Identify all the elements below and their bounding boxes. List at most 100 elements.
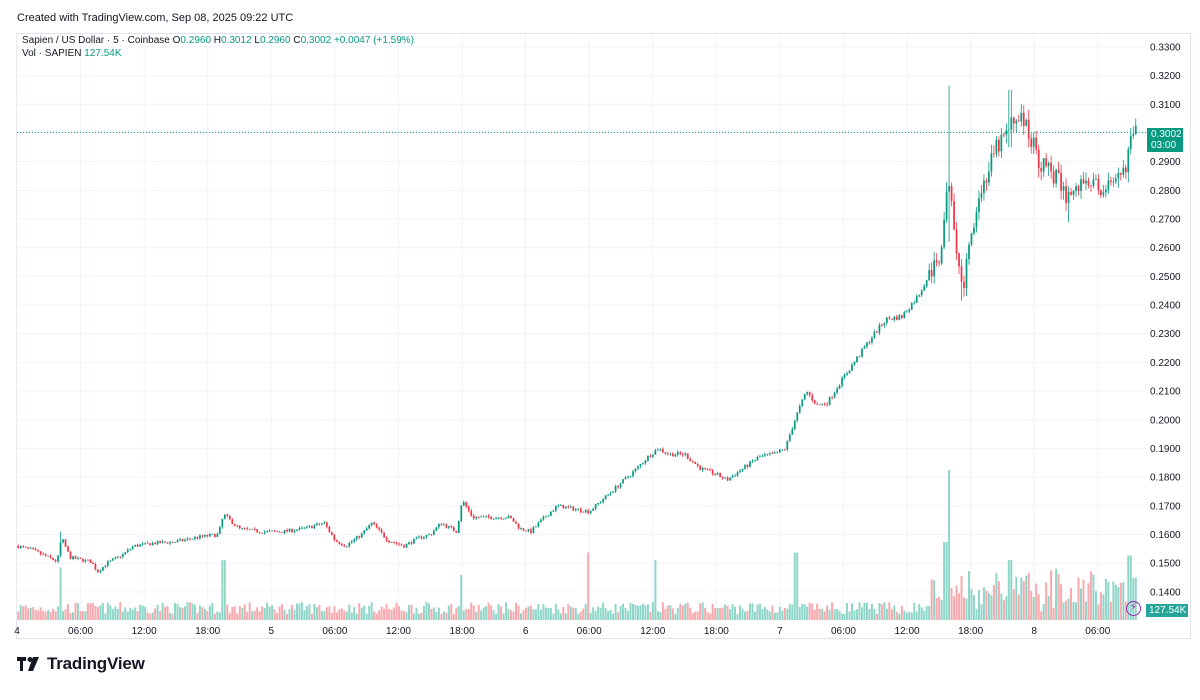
candle-body: [1095, 178, 1097, 180]
candle-body: [47, 555, 49, 557]
volume-bar: [218, 612, 221, 620]
candle-body: [545, 516, 547, 518]
candle-body: [866, 342, 868, 347]
candle-body: [1134, 125, 1137, 135]
volume-bar: [96, 607, 99, 620]
volume-bar: [325, 607, 328, 620]
candle-body: [89, 559, 92, 563]
candle-body: [425, 535, 428, 538]
candle-body: [761, 455, 764, 457]
volume-bar: [1020, 577, 1023, 620]
candle-body: [218, 527, 221, 534]
time-tick-label: 12:00: [132, 626, 157, 637]
lightning-icon[interactable]: ⚡: [1126, 601, 1141, 616]
volume-bar: [1067, 598, 1070, 620]
candle-body: [990, 153, 993, 172]
candle-body: [460, 505, 463, 521]
candle-body: [764, 454, 766, 456]
volume-bar: [1065, 600, 1068, 620]
volume-bar: [1072, 601, 1075, 620]
volume-bar: [154, 608, 157, 620]
candle-body: [848, 370, 851, 374]
volume-bar: [447, 605, 450, 620]
candle-body: [694, 461, 697, 465]
volume-bar: [1122, 582, 1125, 620]
volume-bar: [1129, 555, 1132, 620]
candle-body: [119, 556, 122, 558]
volume-bar: [791, 604, 794, 620]
volume-bar: [641, 603, 644, 620]
volume-bar: [632, 603, 634, 620]
volume-bar: [139, 604, 142, 620]
volume-bar: [569, 606, 572, 620]
volume-bar: [273, 609, 276, 620]
volume-bar: [661, 602, 664, 620]
volume-bar: [124, 607, 127, 620]
candle-body: [321, 523, 323, 525]
volume-bar: [57, 606, 60, 620]
volume-label[interactable]: Vol · SAPIEN: [22, 48, 82, 59]
volume-bar: [258, 611, 261, 620]
volume-bar: [1045, 582, 1048, 620]
volume-bar: [903, 610, 906, 620]
candle-body: [965, 259, 968, 289]
time-axis: 4 06:00 12:00 18:00 5 06:00 12:00 18:00 6 06:00 12…: [14, 626, 1111, 637]
volume-bar: [179, 607, 182, 620]
candle-body: [238, 525, 241, 529]
volume-bar: [315, 607, 318, 620]
candle-body: [141, 543, 144, 545]
volume-bar: [1094, 591, 1097, 620]
volume-bar: [863, 602, 866, 620]
volume-bar: [32, 607, 35, 620]
candle-body: [253, 528, 256, 530]
candle-body: [1037, 149, 1040, 169]
candle-body: [1109, 180, 1112, 182]
candle-body: [888, 317, 891, 319]
candle-body: [853, 362, 856, 365]
candle-body: [403, 545, 405, 548]
volume-bar: [1017, 594, 1020, 620]
volume-bar: [783, 607, 786, 620]
candle-body: [477, 517, 480, 518]
candle-body: [42, 554, 45, 555]
volume-bar: [17, 611, 20, 620]
volume-bar: [838, 610, 841, 620]
candle-body: [557, 505, 560, 507]
candle-body: [273, 530, 276, 532]
candle-body: [335, 539, 338, 542]
symbol-name[interactable]: Sapien / US Dollar · 5 · Coinbase: [22, 35, 170, 46]
candle-body: [44, 554, 47, 556]
candle-body: [398, 543, 400, 545]
volume-bar: [216, 611, 219, 620]
volume-bar: [975, 609, 978, 620]
volume-bar: [833, 609, 836, 620]
volume-bar: [1032, 597, 1035, 620]
candle-body: [776, 452, 779, 454]
volume-bar: [445, 612, 448, 620]
candle-body: [1012, 117, 1015, 124]
candle-body: [34, 548, 37, 551]
candle-body: [248, 528, 251, 530]
candle-body: [338, 541, 341, 544]
candle-body: [515, 521, 517, 524]
candle-body: [908, 309, 911, 312]
volume-bar: [1002, 600, 1005, 620]
candle-body: [1127, 149, 1130, 173]
candle-body: [293, 530, 296, 533]
candle-body: [657, 449, 659, 451]
candle-body: [652, 454, 654, 457]
candle-body: [298, 527, 301, 530]
volume-bar: [654, 560, 657, 620]
volume-bar: [1112, 581, 1115, 620]
volume-bar: [1040, 611, 1043, 620]
candle-body: [1015, 120, 1018, 124]
volume-bar: [612, 613, 615, 620]
volume-bar: [268, 606, 271, 620]
volume-bar: [841, 613, 844, 620]
volume-bar: [848, 611, 851, 620]
volume-bar: [502, 613, 505, 620]
price-tick-label: 0.2300: [1150, 329, 1181, 340]
volume-bar: [49, 612, 52, 620]
volume-bar: [390, 609, 393, 620]
